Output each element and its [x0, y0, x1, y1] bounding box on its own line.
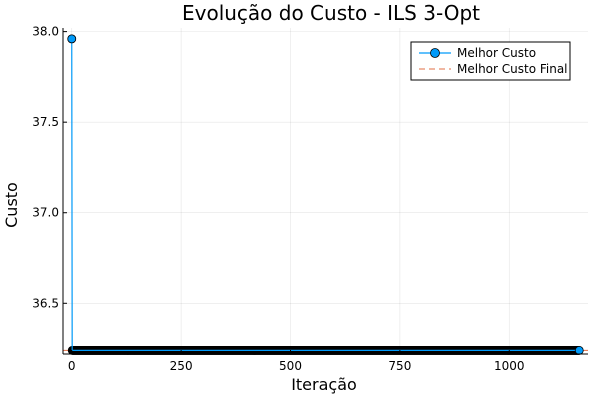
grid — [63, 28, 588, 354]
x-tick-label: 1000 — [494, 359, 525, 373]
data-point-final — [574, 345, 584, 355]
legend: Melhor Custo Melhor Custo Final — [410, 41, 571, 81]
y-axis-label: Custo — [2, 182, 21, 228]
data-point-initial — [67, 34, 77, 44]
series-line-melhor-custo — [71, 38, 580, 351]
y-tick-label: 36.5 — [32, 296, 59, 310]
plot-frame — [62, 28, 588, 355]
ticks: 0 250 500 750 1000 36.5 37.0 37.5 38.0 — [32, 25, 524, 373]
x-axis-label: Iteração — [291, 375, 357, 394]
x-tick-label: 750 — [388, 359, 411, 373]
x-tick-label: 250 — [170, 359, 193, 373]
legend-label-melhor-custo-final: Melhor Custo Final — [457, 62, 568, 76]
legend-marker-melhor-custo — [430, 48, 440, 58]
x-tick-label: 500 — [279, 359, 302, 373]
y-tick-label: 37.0 — [32, 206, 59, 220]
legend-box — [410, 41, 571, 81]
series-markers-melhor-custo — [67, 34, 584, 355]
series-layer — [63, 34, 588, 355]
y-tick-label: 37.5 — [32, 115, 59, 129]
x-tick-label: 0 — [68, 359, 76, 373]
y-tick-label: 38.0 — [32, 25, 59, 39]
chart-title: Evolução do Custo - ILS 3-Opt — [182, 1, 480, 25]
legend-label-melhor-custo: Melhor Custo — [457, 46, 536, 60]
